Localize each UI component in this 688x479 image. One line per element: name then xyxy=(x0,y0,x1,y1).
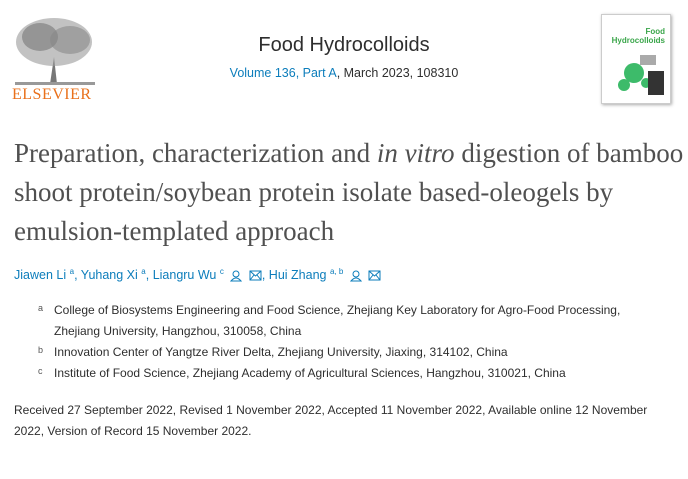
person-icon[interactable] xyxy=(230,270,243,282)
affiliation-row: a College of Biosystems Engineering and F… xyxy=(38,300,668,342)
cover-title: Food Hydrocolloids xyxy=(611,27,665,45)
affiliation-label: a xyxy=(38,303,44,314)
email-icon[interactable] xyxy=(249,270,262,281)
page-header: ELSEVIER Food Hydrocolloids Volume 136, … xyxy=(0,0,688,126)
author-list: Jiawen Li a, Yuhang Xi a, Liangru Wu c ,… xyxy=(14,263,688,284)
article-dates: Received 27 September 2022, Revised 1 No… xyxy=(14,403,648,439)
cover-image xyxy=(618,55,664,95)
issue-date: , March 2023, 108310 xyxy=(336,66,459,80)
affiliation: Institute of Food Science, Zhejiang Acad… xyxy=(54,366,566,381)
affiliation-label: b xyxy=(38,345,44,356)
elsevier-wordmark[interactable]: ELSEVIER xyxy=(12,86,92,103)
affiliation-list: a College of Biosystems Engineering and F… xyxy=(38,300,668,384)
affiliation-label: c xyxy=(38,366,43,377)
volume-link[interactable]: Volume 136, Part A xyxy=(229,66,337,80)
person-icon[interactable] xyxy=(349,270,362,282)
elsevier-tree-logo xyxy=(15,18,95,85)
affiliation: Innovation Center of Yangtze River Delta… xyxy=(54,345,508,360)
author-link[interactable]: Liangru Wu c xyxy=(152,267,224,283)
author-link[interactable]: Hui Zhang a, b xyxy=(268,267,344,283)
journal-title[interactable]: Food Hydrocolloids xyxy=(258,34,430,56)
issue-info: Volume 136, Part A, March 2023, 108310 xyxy=(150,66,538,80)
author-link[interactable]: Yuhang Xi a xyxy=(80,267,146,283)
affiliation-row: b Innovation Center of Yangtze River Delt… xyxy=(38,342,668,363)
article-title: Preparation, characterization and in vit… xyxy=(14,138,684,246)
affiliation-row: c Institute of Food Science, Zhejiang Aca… xyxy=(38,363,668,384)
affiliation: College of Biosystems Engineering and Fo… xyxy=(54,303,621,339)
author-link[interactable]: Jiawen Li a xyxy=(14,267,75,283)
email-icon[interactable] xyxy=(368,270,381,281)
journal-cover[interactable]: Food Hydrocolloids xyxy=(601,14,671,104)
